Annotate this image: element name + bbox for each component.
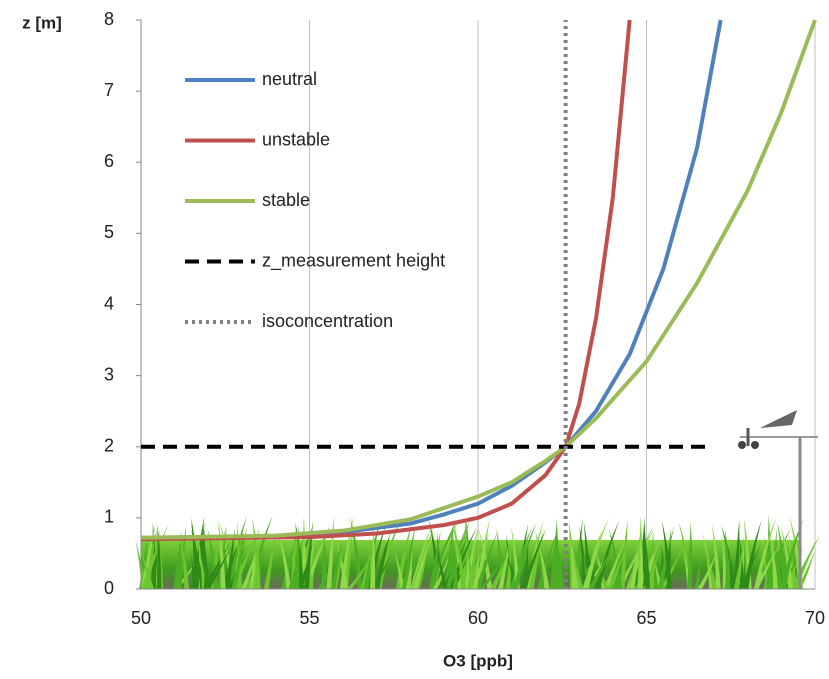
plot: 50 55 60 65 70 0 1 2 3 4 5 6 7 8 neutral unstable stable… <box>104 9 825 628</box>
y-tick-label: 7 <box>104 80 114 100</box>
y-tick-label: 3 <box>104 364 114 384</box>
legend-label: neutral <box>262 69 317 89</box>
y-axis-title: z [m] <box>22 13 62 32</box>
anemometer-illustration <box>738 410 818 589</box>
grass-illustration <box>135 515 821 589</box>
x-tick-label: 70 <box>805 608 825 628</box>
y-tick-label: 5 <box>104 222 114 242</box>
series-line <box>140 19 723 540</box>
x-axis-title: O3 [ppb] <box>443 651 513 670</box>
y-tick-label: 1 <box>104 507 114 527</box>
x-tick-label: 65 <box>636 608 656 628</box>
x-tick-label: 60 <box>468 608 488 628</box>
legend-label: stable <box>262 190 310 210</box>
legend-label: z_measurement height <box>262 250 445 271</box>
x-tick-label: 50 <box>131 608 151 628</box>
y-tick-label: 0 <box>104 578 114 598</box>
legend-label: unstable <box>262 129 330 149</box>
y-tick-label: 2 <box>104 436 114 456</box>
series-line <box>140 19 632 542</box>
series-line <box>140 19 817 540</box>
y-tick-label: 8 <box>104 9 114 29</box>
y-tick-label: 6 <box>104 151 114 171</box>
legend-label: isoconcentration <box>262 311 393 331</box>
y-tick-label: 4 <box>104 293 114 313</box>
x-tick-label: 55 <box>299 608 319 628</box>
